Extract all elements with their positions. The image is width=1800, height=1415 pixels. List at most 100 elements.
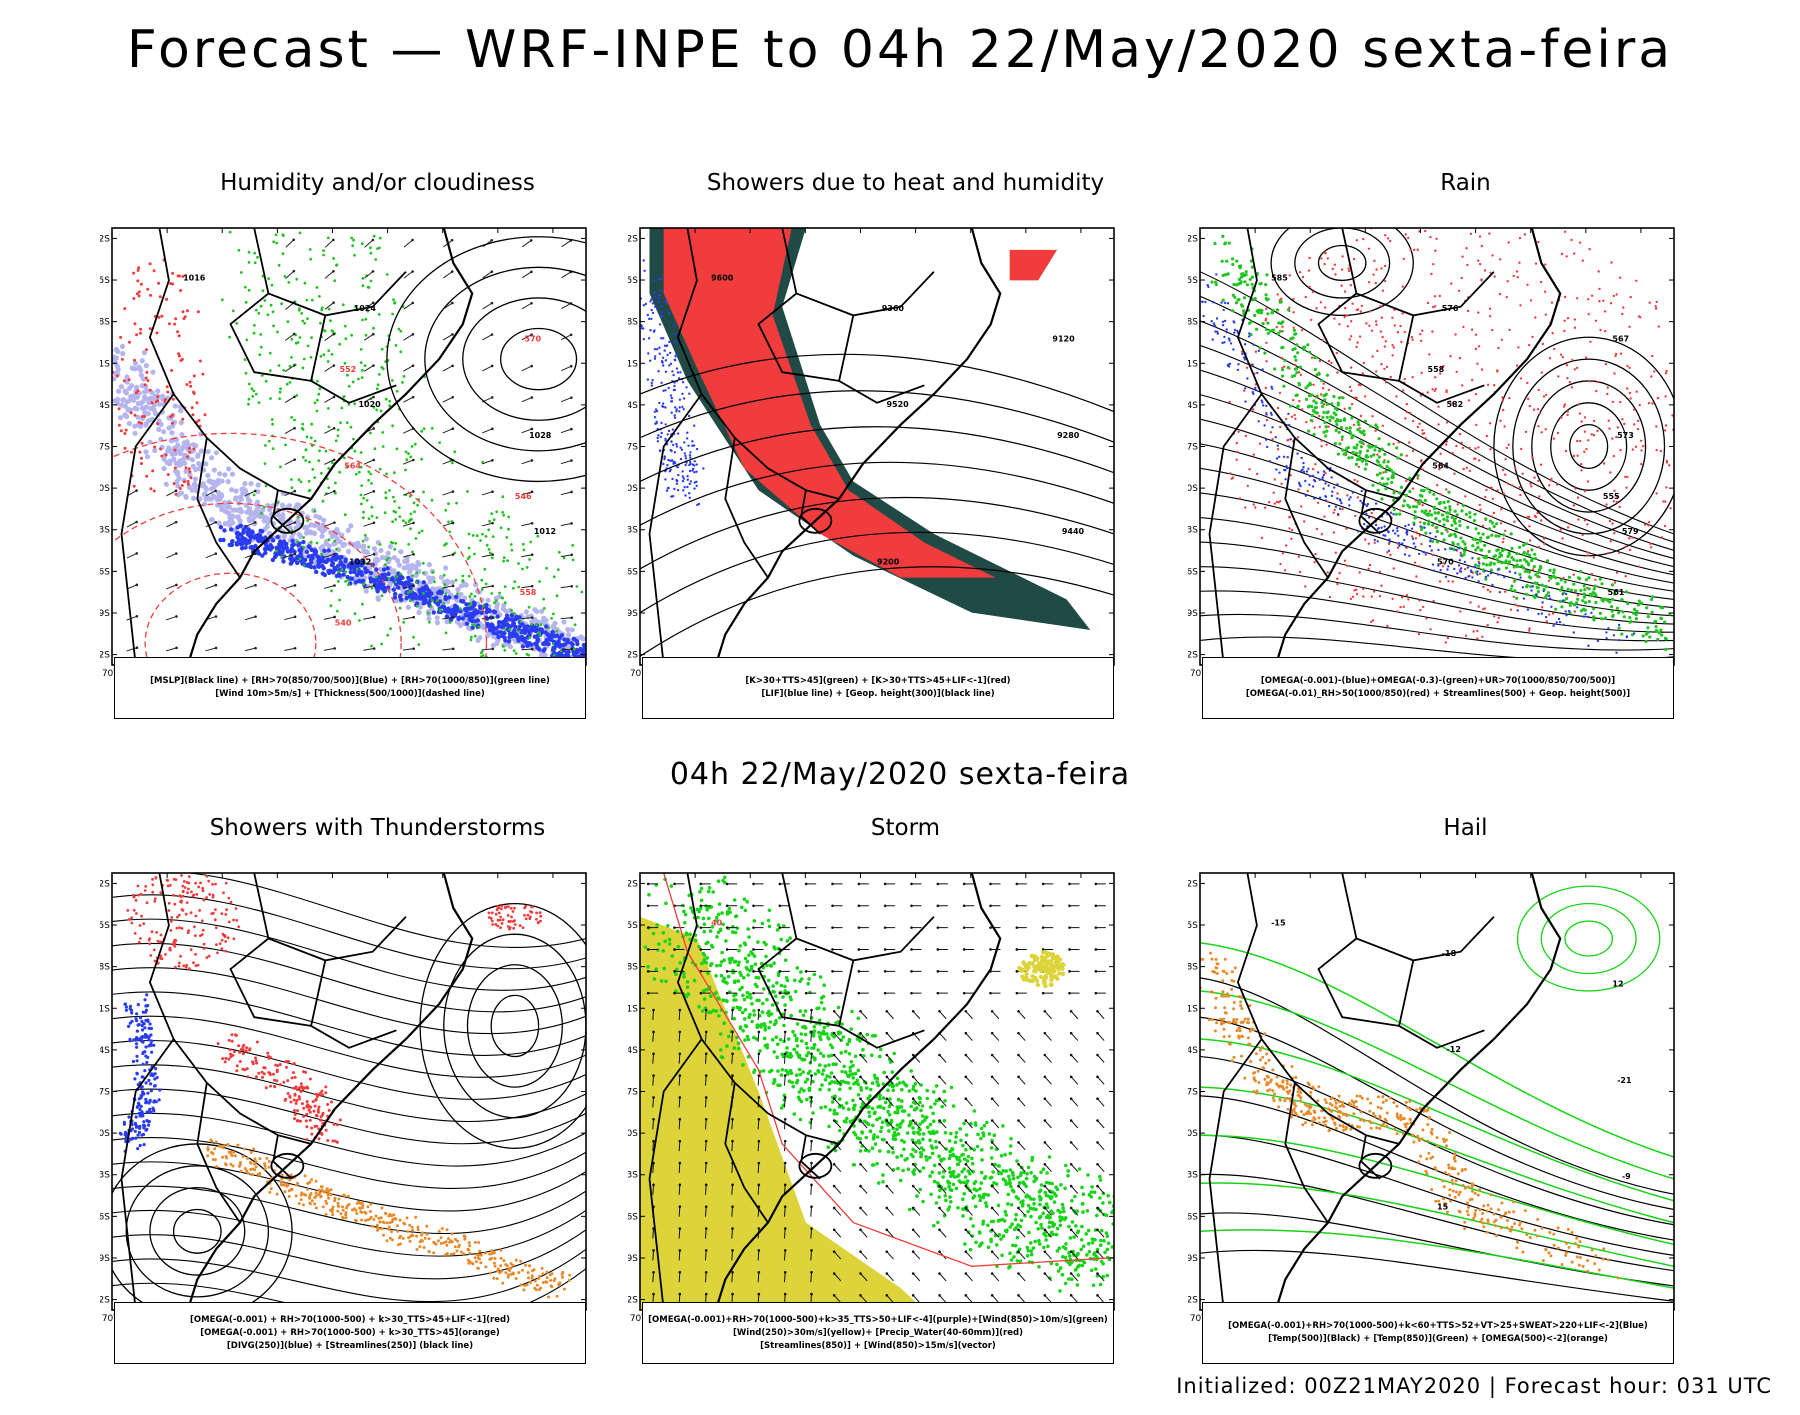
field-speck <box>1419 333 1421 335</box>
field-speck <box>1553 437 1555 439</box>
field-speck <box>126 407 131 412</box>
field-speck <box>679 406 681 408</box>
field-speck <box>659 289 661 291</box>
field-speck <box>1515 552 1518 555</box>
field-speck <box>581 636 586 641</box>
field-speck <box>256 482 261 487</box>
field-speck <box>393 548 396 551</box>
field-speck <box>248 218 251 221</box>
field-speck <box>1651 355 1653 357</box>
field-speck <box>1454 333 1456 335</box>
vector-head <box>214 490 217 493</box>
field-speck <box>322 500 325 503</box>
field-speck <box>1429 545 1431 547</box>
field-speck <box>407 452 410 455</box>
vector-head <box>333 427 336 430</box>
field-speck <box>272 325 275 328</box>
field-speck <box>337 434 340 437</box>
field-speck <box>479 539 482 542</box>
field-speck <box>654 416 656 418</box>
field-speck <box>279 466 282 469</box>
field-speck <box>513 612 516 615</box>
field-speck <box>130 451 133 454</box>
field-speck <box>1651 611 1654 614</box>
field-speck <box>1609 471 1611 473</box>
field-speck <box>1475 348 1477 350</box>
field-speck <box>1446 519 1449 522</box>
field-speck <box>1640 440 1642 442</box>
field-speck <box>1424 437 1426 439</box>
field-speck <box>468 595 471 598</box>
field-speck <box>516 638 520 642</box>
field-speck <box>1322 431 1325 434</box>
field-speck <box>362 284 365 287</box>
field-speck <box>1265 273 1268 276</box>
field-speck <box>1464 577 1466 579</box>
field-speck <box>1414 510 1417 513</box>
field-speck <box>1630 296 1632 298</box>
field-speck <box>1528 575 1531 578</box>
field-speck <box>186 309 189 312</box>
field-speck <box>385 398 388 401</box>
field-speck <box>405 565 410 570</box>
field-speck <box>1609 520 1611 522</box>
field-speck <box>1374 445 1377 448</box>
field-speck <box>354 580 358 584</box>
field-speck <box>447 595 451 599</box>
field-speck <box>1508 217 1510 219</box>
field-speck <box>580 591 583 594</box>
wind-vector <box>206 585 216 589</box>
field-speck <box>686 486 688 488</box>
field-speck <box>688 492 690 494</box>
field-speck <box>1344 307 1346 309</box>
field-speck <box>1279 426 1281 428</box>
field-speck <box>361 603 364 606</box>
field-speck <box>141 415 144 418</box>
field-speck <box>370 506 373 509</box>
field-speck <box>289 214 292 217</box>
field-speck <box>177 352 180 355</box>
field-speck <box>1475 424 1477 426</box>
field-speck <box>409 599 412 602</box>
field-speck <box>446 607 450 611</box>
field-speck <box>1589 341 1591 343</box>
field-speck <box>1427 512 1430 515</box>
field-speck <box>1591 573 1593 575</box>
field-speck <box>271 558 275 562</box>
field-speck <box>1251 283 1254 286</box>
field-speck <box>1375 370 1377 372</box>
field-speck <box>234 488 239 493</box>
field-speck <box>411 551 414 554</box>
field-speck <box>255 393 258 396</box>
field-speck <box>222 472 227 477</box>
field-speck <box>1429 540 1431 542</box>
field-speck <box>1212 301 1214 303</box>
field-speck <box>1638 600 1641 603</box>
field-speck <box>1392 499 1395 502</box>
field-speck <box>689 451 691 453</box>
field-speck <box>237 532 241 536</box>
field-speck <box>119 384 124 389</box>
field-speck <box>481 650 484 653</box>
field-speck <box>343 457 346 460</box>
field-speck <box>458 592 463 597</box>
field-speck <box>244 286 247 289</box>
field-speck <box>1493 562 1496 565</box>
field-speck <box>371 515 374 518</box>
field-speck <box>1296 452 1298 454</box>
field-speck <box>1421 429 1423 431</box>
field-speck <box>1508 241 1510 243</box>
field-speck <box>1440 493 1442 495</box>
field-speck <box>243 545 247 549</box>
field-speck <box>381 431 384 434</box>
field-speck <box>1432 263 1434 265</box>
field-speck <box>295 278 298 281</box>
field-speck <box>1571 359 1573 361</box>
field-speck <box>512 622 516 626</box>
field-speck <box>1414 561 1416 563</box>
field-speck <box>657 370 659 372</box>
field-speck <box>299 336 302 339</box>
field-speck <box>474 624 477 627</box>
field-speck <box>1357 423 1360 426</box>
field-speck <box>1334 407 1337 410</box>
